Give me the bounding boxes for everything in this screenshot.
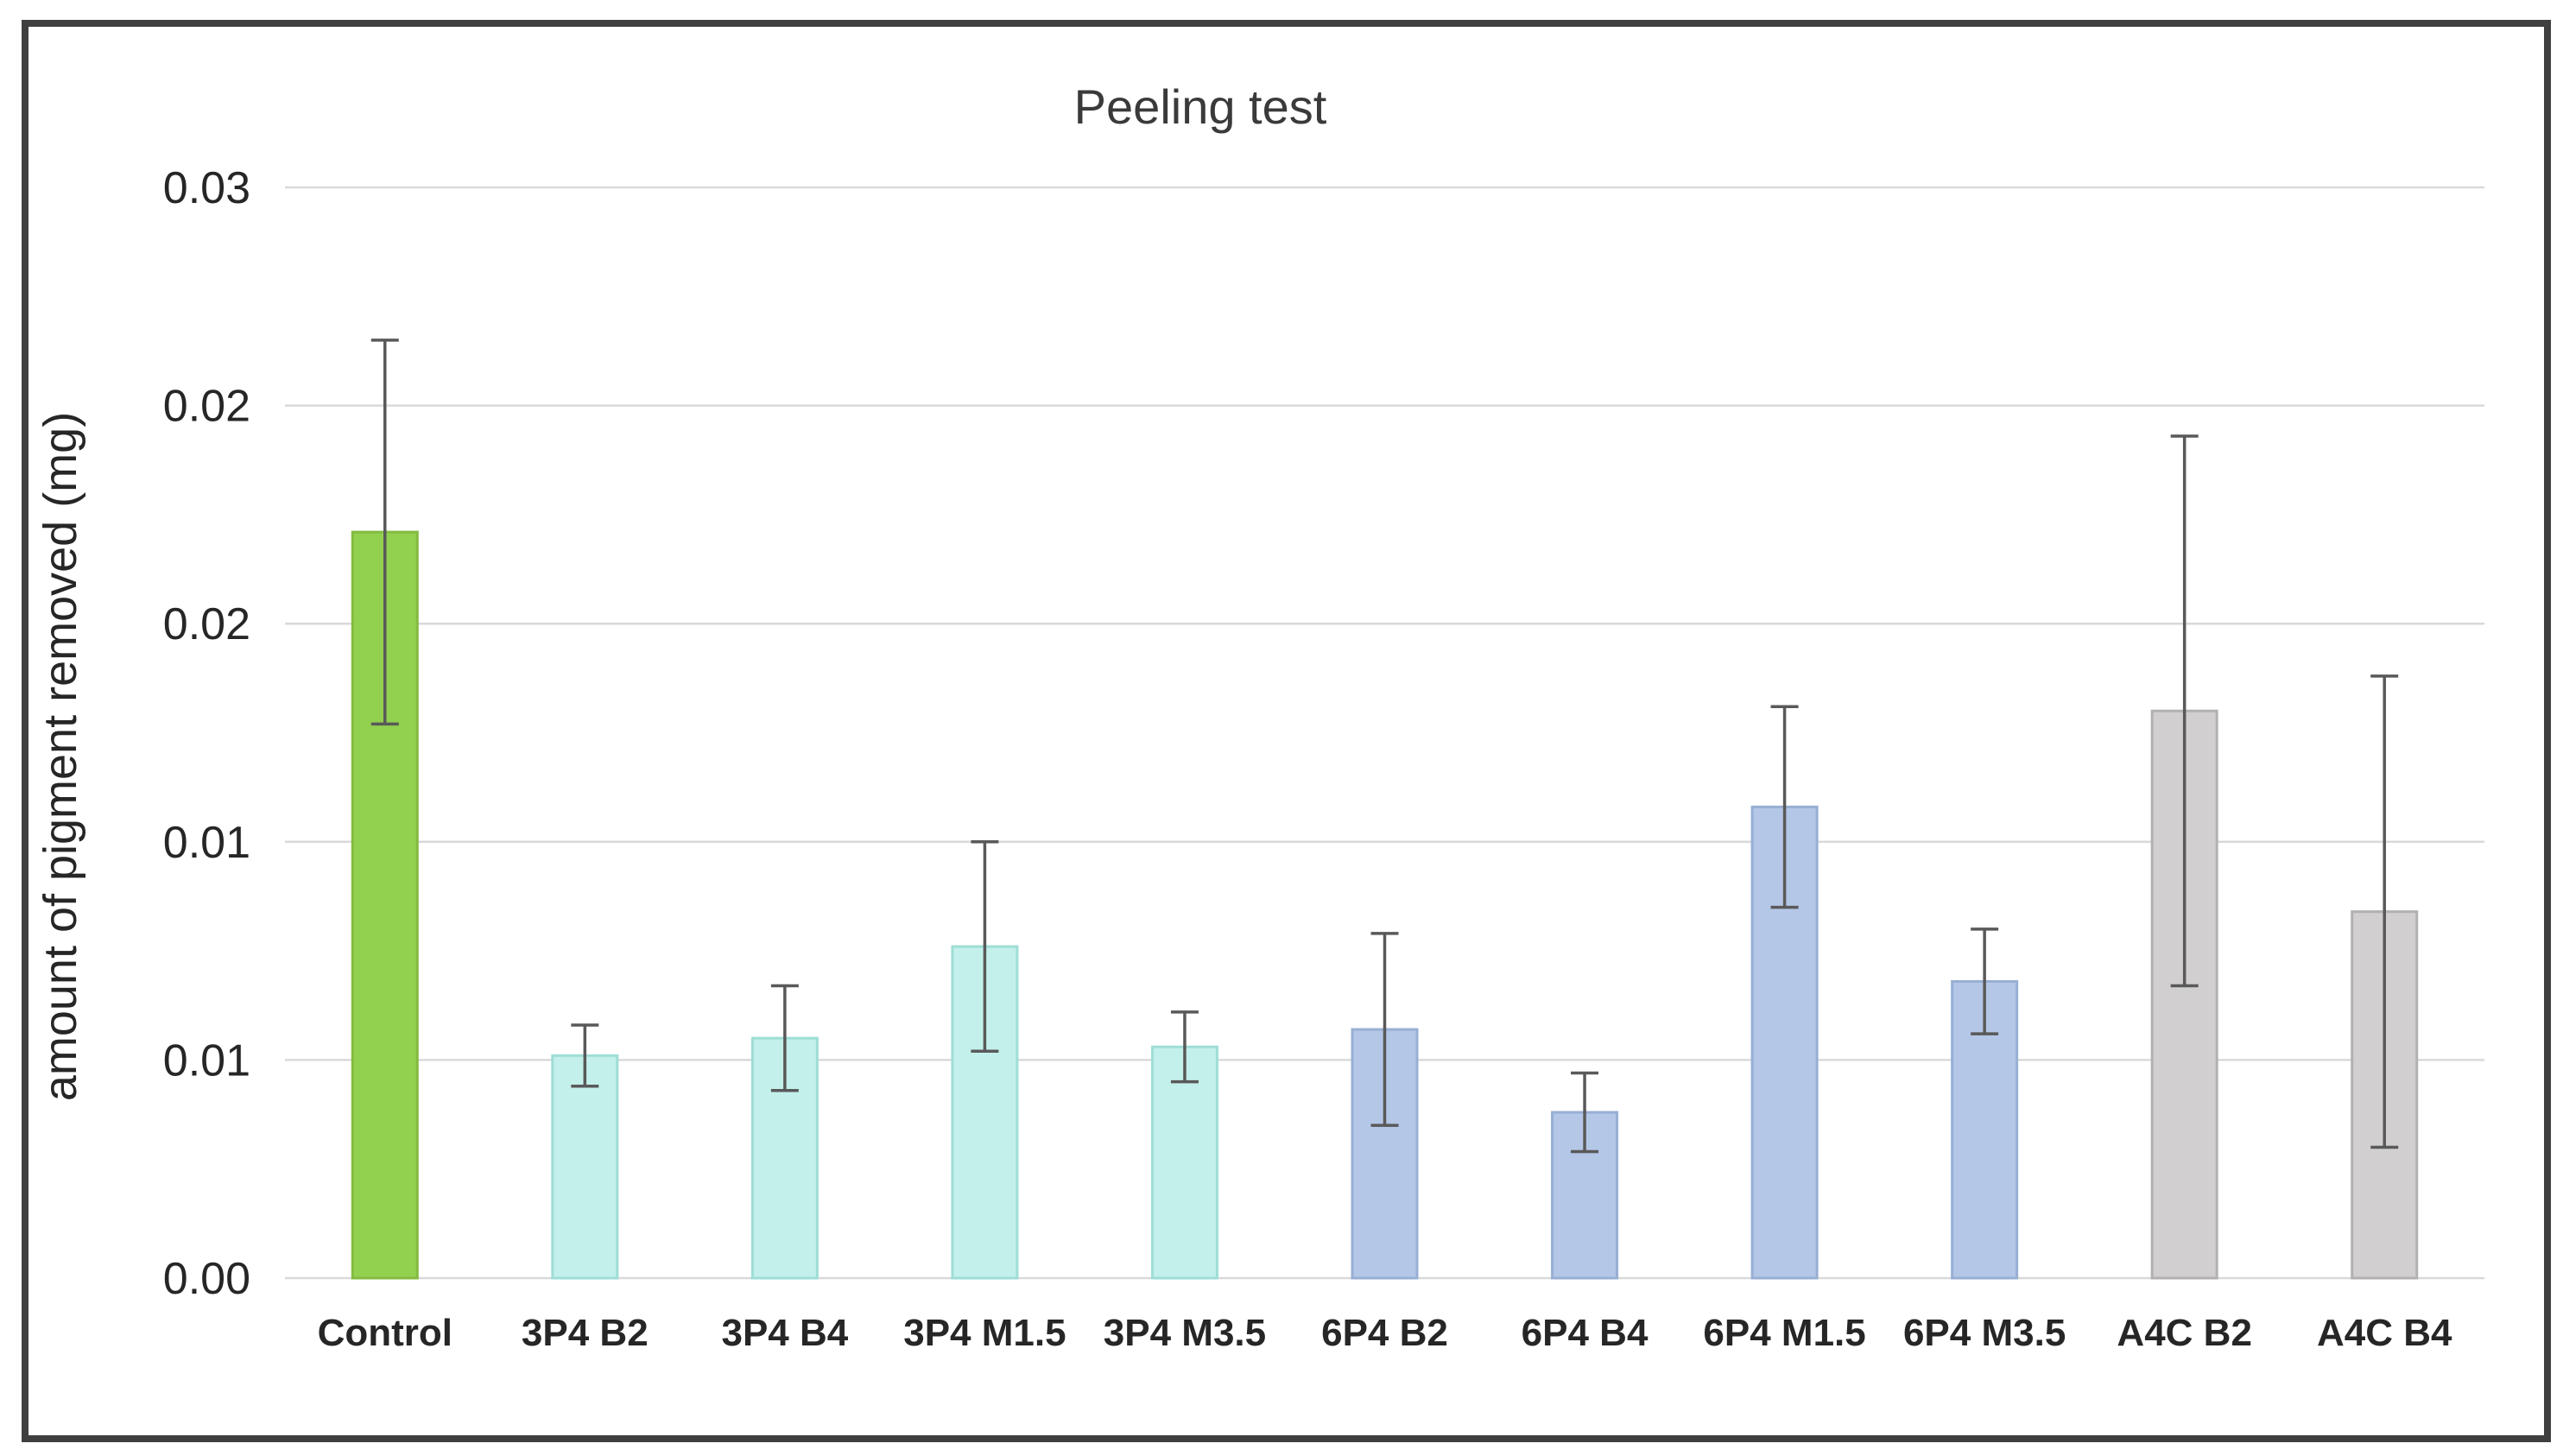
gridlines-layer: [285, 186, 2484, 1280]
x-tick-label-a4c-b2: A4C B2: [2117, 1312, 2252, 1354]
x-tick-label-3p4-b4: 3P4 B4: [721, 1312, 848, 1354]
y-tick-label: 0.00: [163, 1254, 250, 1304]
x-tick-label-6p4-b2: 6P4 B2: [1321, 1312, 1448, 1354]
y-tick-label: 0.02: [163, 599, 250, 649]
y-axis-title: amount of pigment removed (mg): [35, 412, 86, 1101]
x-tick-label-3p4-m3-5: 3P4 M3.5: [1104, 1312, 1266, 1354]
error-bars-layer: [370, 339, 2399, 1154]
x-tick-labels-layer: Control 3P4 B2 3P4 B4 3P4 M1.5 3P4 M3.5 6P4 B…: [318, 1312, 2452, 1354]
x-tick-label-6p4-m3-5: 6P4 M3.5: [1903, 1312, 2066, 1354]
chart-frame-border: [22, 20, 2551, 1442]
y-tick-label: 0.01: [163, 1035, 250, 1086]
bar-3p4-b2: [551, 1054, 619, 1280]
y-tick-label: 0.01: [163, 818, 250, 868]
x-tick-label-control: Control: [318, 1312, 452, 1354]
bars-layer: [351, 530, 2419, 1280]
x-tick-label-6p4-b4: 6P4 B4: [1522, 1312, 1649, 1354]
x-tick-label-a4c-b4: A4C B4: [2317, 1312, 2452, 1354]
bar-6p4-b2: [1351, 1028, 1419, 1280]
x-tick-label-3p4-m1-5: 3P4 M1.5: [903, 1312, 1066, 1354]
chart-title: Peeling test: [1074, 79, 1327, 134]
bar-3p4-m1-5: [951, 945, 1019, 1280]
y-tick-label: 0.03: [163, 163, 250, 213]
y-tick-labels-layer: 0.00 0.01 0.01 0.02 0.02 0.03: [163, 163, 250, 1304]
y-tick-label: 0.02: [163, 382, 250, 432]
x-tick-label-3p4-b2: 3P4 B2: [522, 1312, 649, 1354]
x-tick-label-6p4-m1-5: 6P4 M1.5: [1703, 1312, 1865, 1354]
